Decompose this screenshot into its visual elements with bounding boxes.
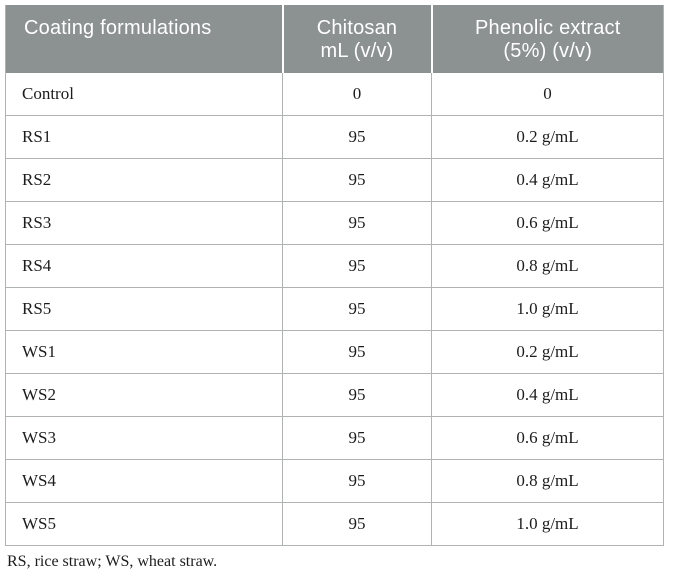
table-body: Control 0 0 RS1 95 0.2 g/mL RS2 95 0.4 g/mL RS3 95…: [5, 73, 664, 546]
cell-chitosan-value: 95: [282, 158, 432, 202]
cell-formulation: RS5: [5, 287, 283, 331]
table-row: RS5 95 1.0 g/mL: [5, 287, 664, 331]
table-row: RS1 95 0.2 g/mL: [5, 115, 664, 159]
header-line: mL (v/v): [320, 40, 394, 62]
table-row: Control 0 0: [6, 73, 664, 116]
table-row: WS4 95 0.8 g/mL: [5, 459, 664, 503]
cell-phenolic-value: 0.4 g/mL: [431, 158, 664, 202]
cell-formulation: WS1: [5, 330, 283, 374]
cell-chitosan-value: 95: [282, 244, 432, 288]
cell-chitosan-value: 95: [282, 330, 432, 374]
header-phenolic-extract: Phenolic extract (5%) (v/v): [430, 5, 664, 73]
cell-phenolic-value: 0.6 g/mL: [431, 416, 664, 460]
table-row: WS5 95 1.0 g/mL: [5, 502, 664, 546]
cell-chitosan-value: 95: [282, 459, 432, 503]
table-row: WS2 95 0.4 g/mL: [5, 373, 664, 417]
header-coating-formulations: Coating formulations: [5, 5, 283, 73]
cell-chitosan-value: 95: [282, 115, 432, 159]
header-line: (5%) (v/v): [503, 40, 593, 62]
cell-phenolic-value: 0.8 g/mL: [431, 459, 664, 503]
header-row: Coating formulations Chitosan mL (v/v) P…: [5, 5, 664, 73]
cell-chitosan-value: 95: [282, 373, 432, 417]
cell-formulation: RS3: [5, 201, 283, 245]
cell-formulation: WS5: [5, 502, 283, 546]
cell-chitosan-value: 95: [282, 502, 432, 546]
coating-formulations-table: Coating formulations Chitosan mL (v/v) P…: [5, 5, 664, 546]
cell-formulation: WS2: [5, 373, 283, 417]
cell-formulation: RS2: [5, 158, 283, 202]
table-row: RS3 95 0.6 g/mL: [5, 201, 664, 245]
cell-formulation: RS1: [5, 115, 283, 159]
header-line: Chitosan: [316, 17, 398, 39]
header-line: Coating formulations: [24, 17, 212, 39]
cell-phenolic-value: 1.0 g/mL: [431, 502, 664, 546]
table-row: RS2 95 0.4 g/mL: [5, 158, 664, 202]
table-row: RS4 95 0.8 g/mL: [5, 244, 664, 288]
cell-formulation: Control: [22, 84, 74, 103]
cell-phenolic-value: 0.4 g/mL: [431, 373, 664, 417]
cell-chitosan-value: 0: [282, 73, 432, 116]
header-line: Phenolic extract: [475, 17, 621, 39]
cell-phenolic-value: 0.2 g/mL: [431, 330, 664, 374]
table-footnote: RS, rice straw; WS, wheat straw.: [7, 553, 218, 570]
cell-phenolic-value: 0.6 g/mL: [431, 201, 664, 245]
cell-phenolic-value: 0: [431, 73, 664, 116]
cell-phenolic-value: 0.2 g/mL: [431, 115, 664, 159]
table-row: WS3 95 0.6 g/mL: [5, 416, 664, 460]
table-header: Coating formulations Chitosan mL (v/v) P…: [5, 5, 664, 73]
cell-formulation: RS4: [5, 244, 283, 288]
cell-formulation: WS3: [5, 416, 283, 460]
cell-chitosan-value: 95: [282, 201, 432, 245]
table-row: WS1 95 0.2 g/mL: [5, 330, 664, 374]
cell-chitosan-value: 95: [282, 287, 432, 331]
header-chitosan: Chitosan mL (v/v): [281, 5, 432, 73]
cell-phenolic-value: 1.0 g/mL: [431, 287, 664, 331]
cell-phenolic-value: 0.8 g/mL: [431, 244, 664, 288]
cell-chitosan-value: 95: [282, 416, 432, 460]
cell-formulation: WS4: [5, 459, 283, 503]
